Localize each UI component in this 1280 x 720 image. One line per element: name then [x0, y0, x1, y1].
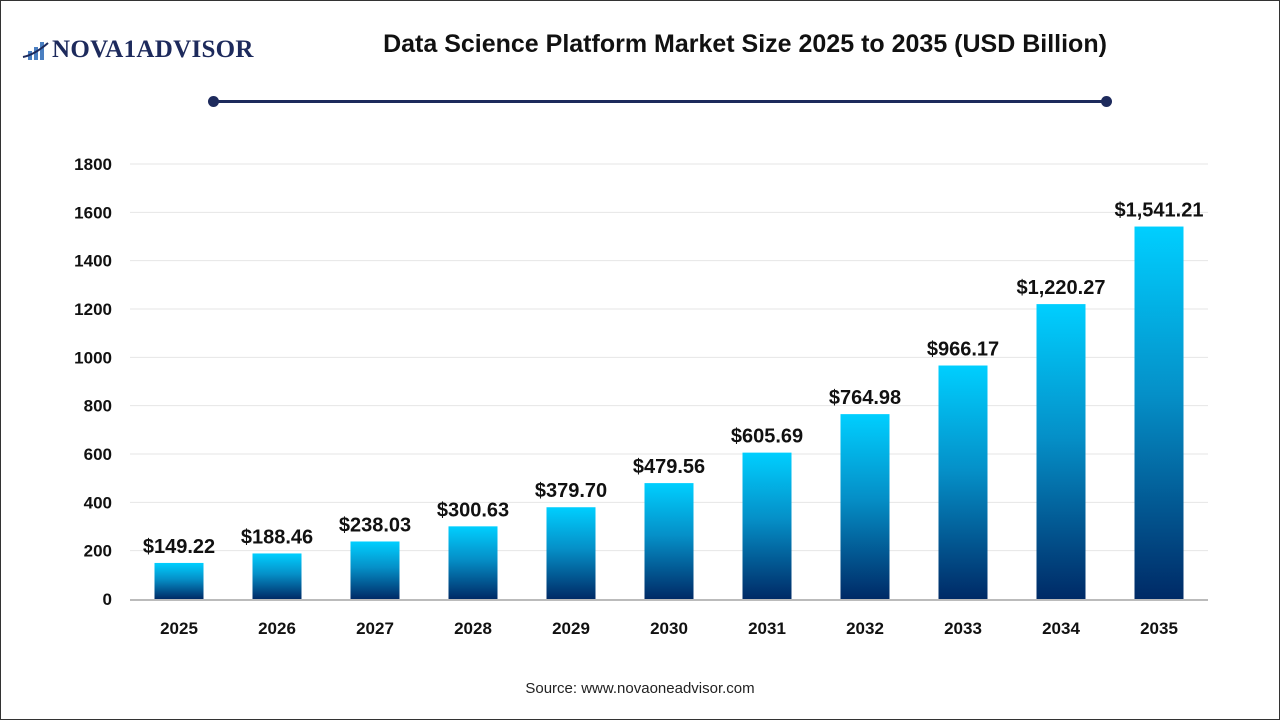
data-label: $764.98 — [829, 387, 901, 409]
y-tick-label: 600 — [84, 445, 112, 464]
x-tick-label: 2032 — [846, 619, 884, 638]
data-label: $1,541.21 — [1115, 200, 1204, 222]
x-tick-label: 2030 — [650, 619, 688, 638]
source-note: Source: www.novaoneadvisor.com — [525, 680, 755, 697]
bar-2035 — [1134, 226, 1184, 599]
bar-2033 — [938, 365, 988, 599]
bar-2030 — [644, 483, 694, 599]
x-tick-label: 2031 — [748, 619, 786, 638]
x-tick-label: 2033 — [944, 619, 982, 638]
x-tick-label: 2029 — [552, 619, 590, 638]
logo-text: NOVA1ADVISOR — [52, 36, 254, 63]
data-label: $379.70 — [535, 480, 607, 502]
x-tick-label: 2028 — [454, 619, 492, 638]
bar-2027 — [350, 541, 400, 599]
y-tick-label: 1800 — [74, 155, 112, 174]
x-tick-label: 2026 — [258, 619, 296, 638]
bar-2028 — [448, 526, 498, 599]
x-tick-label: 2034 — [1042, 619, 1080, 638]
chart-title: Data Science Platform Market Size 2025 t… — [383, 30, 1107, 58]
title-rule — [213, 100, 1106, 103]
data-label: $238.03 — [339, 514, 411, 536]
x-tick-label: 2025 — [160, 619, 198, 638]
data-label: $605.69 — [731, 426, 803, 448]
data-label: $479.56 — [633, 456, 705, 478]
bar-2034 — [1036, 304, 1086, 599]
rule-dot-left — [208, 96, 219, 107]
y-tick-label: 1600 — [74, 203, 112, 222]
data-label: $966.17 — [927, 339, 999, 361]
x-tick-label: 2027 — [356, 619, 394, 638]
y-tick-label: 1400 — [74, 252, 112, 271]
x-tick-label: 2035 — [1140, 619, 1178, 638]
data-label: $188.46 — [241, 526, 313, 548]
bar-2025 — [154, 562, 204, 599]
data-label: $149.22 — [143, 536, 215, 558]
bar-2031 — [742, 452, 792, 599]
y-tick-label: 0 — [103, 590, 112, 609]
logo: NOVA1ADVISOR — [22, 36, 254, 64]
y-tick-label: 800 — [84, 397, 112, 416]
data-label: $1,220.27 — [1017, 277, 1106, 299]
bar-chart-logo-icon — [22, 42, 49, 60]
y-tick-label: 400 — [84, 493, 112, 512]
bar-2026 — [252, 553, 302, 599]
y-tick-label: 200 — [84, 542, 112, 561]
y-tick-label: 1000 — [74, 348, 112, 367]
y-tick-label: 1200 — [74, 300, 112, 319]
rule-dot-right — [1101, 96, 1112, 107]
bar-2029 — [546, 507, 596, 599]
data-label: $300.63 — [437, 499, 509, 521]
bar-2032 — [840, 414, 890, 599]
